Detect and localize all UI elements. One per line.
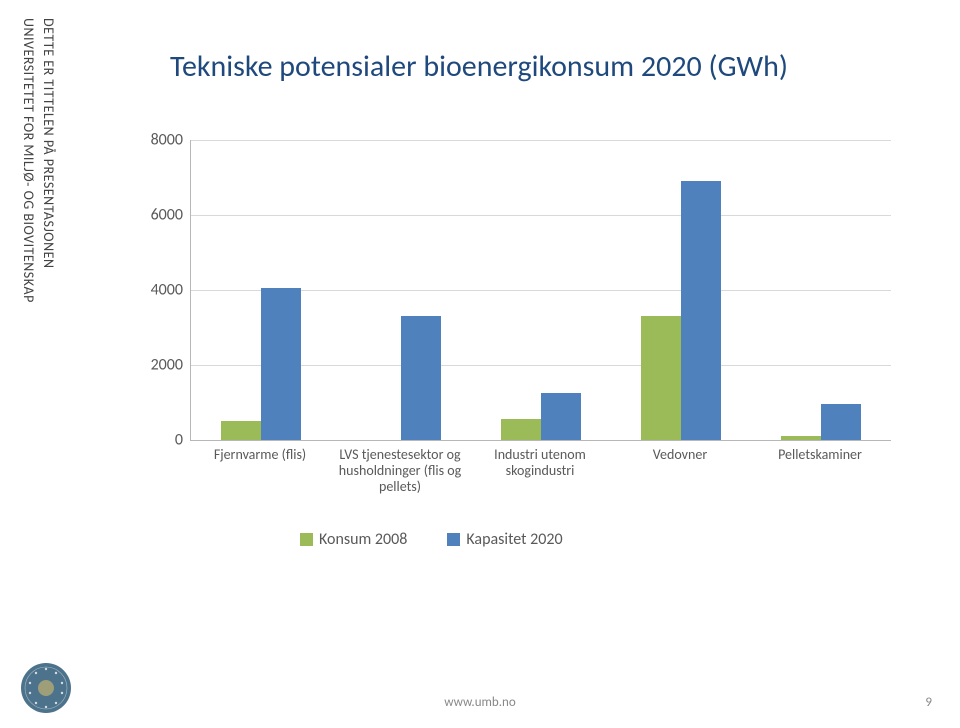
bar	[221, 421, 261, 440]
x-axis-label: Fjernvarme (flis)	[190, 445, 330, 495]
legend-label: Kapasitet 2020	[466, 530, 562, 549]
footer-url: www.umb.no	[444, 695, 515, 710]
bar	[501, 419, 541, 440]
category-group	[191, 140, 331, 440]
y-tick-label: 0	[175, 431, 183, 450]
x-axis-label: Vedovner	[610, 445, 750, 495]
legend-swatch	[300, 533, 313, 546]
x-axis-labels: Fjernvarme (flis)LVS tjenestesektor og h…	[190, 445, 890, 495]
plot-area: 02000400060008000	[190, 140, 891, 441]
x-axis-label: LVS tjenestesektor og husholdninger (fli…	[330, 445, 470, 495]
y-tick-label: 2000	[151, 356, 183, 375]
legend: Konsum 2008 Kapasitet 2020	[300, 530, 563, 549]
x-axis-label: Pelletskaminer	[750, 445, 890, 495]
page-number: 9	[925, 695, 932, 710]
x-axis-label: Industri utenom skogindustri	[470, 445, 610, 495]
bar	[781, 436, 821, 440]
bars-wrapper	[191, 140, 891, 440]
category-group	[611, 140, 751, 440]
bar	[821, 404, 861, 440]
side-text-presentation-title: DETTE ER TITTELEN PÅ PRESENTASJONEN	[40, 18, 57, 268]
gridline	[191, 440, 891, 441]
y-tick-label: 8000	[151, 131, 183, 150]
y-tick-label: 6000	[151, 206, 183, 225]
chart-title: Tekniske potensialer bioenergikonsum 202…	[170, 48, 788, 85]
legend-swatch	[447, 533, 460, 546]
bar	[261, 288, 301, 440]
legend-item: Konsum 2008	[300, 530, 407, 549]
legend-item: Kapasitet 2020	[447, 530, 562, 549]
category-group	[751, 140, 891, 440]
bar	[641, 316, 681, 440]
y-tick-label: 4000	[151, 281, 183, 300]
bar	[681, 181, 721, 440]
bar-chart: 02000400060008000 Fjernvarme (flis)LVS t…	[120, 120, 910, 550]
legend-label: Konsum 2008	[319, 530, 407, 549]
category-group	[331, 140, 471, 440]
university-seal-icon	[18, 660, 74, 716]
category-group	[471, 140, 611, 440]
bar	[401, 316, 441, 440]
side-text-institution: UNIVERSITETET FOR MILJØ- OG BIOVITENSKAP	[20, 18, 37, 303]
bar	[541, 393, 581, 440]
